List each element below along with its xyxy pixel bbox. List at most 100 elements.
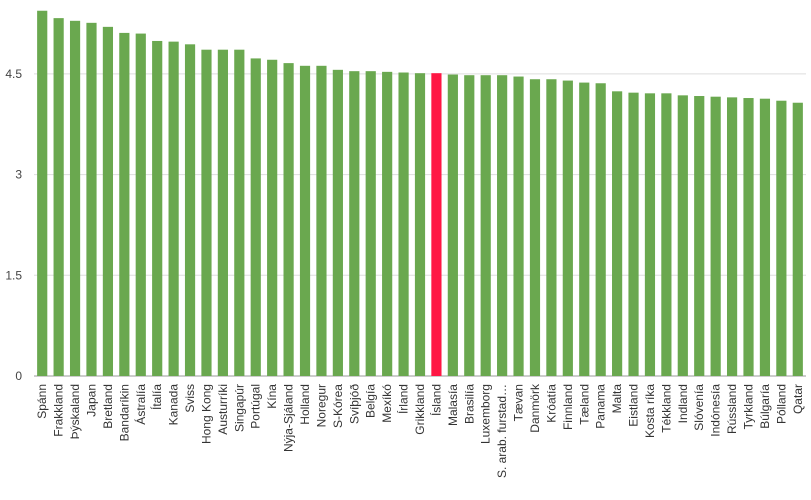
x-tick-label: Tékkland xyxy=(659,384,673,433)
x-tick-label: Nýja-Sjáland xyxy=(282,384,296,452)
x-tick-label: Singapúr xyxy=(232,384,246,432)
x-tick-label: Holland xyxy=(298,384,312,425)
x-tick-label: Sviss xyxy=(183,384,197,413)
bar xyxy=(661,93,672,376)
bar xyxy=(283,63,294,376)
bar xyxy=(546,79,557,376)
bar xyxy=(349,71,360,377)
bar xyxy=(776,100,787,376)
bar xyxy=(382,71,393,376)
bar xyxy=(53,18,64,376)
bar xyxy=(628,92,639,377)
y-tick-label: 0 xyxy=(15,369,22,383)
x-tick-label: Indland xyxy=(676,384,690,423)
y-tick-label: 4.5 xyxy=(5,67,22,81)
bar xyxy=(250,58,261,377)
bar xyxy=(710,96,721,376)
x-tick-label: Tæland xyxy=(577,384,591,425)
x-tick-label: Finnland xyxy=(561,384,575,430)
bar xyxy=(267,59,278,376)
bar xyxy=(743,98,754,377)
x-tick-label: Tyrkland xyxy=(742,384,756,429)
x-tick-label: Spánn xyxy=(35,384,49,419)
bar xyxy=(644,93,656,376)
x-tick-label: Brasilía xyxy=(462,384,476,424)
x-tick-label: Slóvenía xyxy=(692,384,706,431)
x-tick-label: Belgía xyxy=(364,384,378,418)
x-tick-label: Qatar xyxy=(791,384,805,414)
bar xyxy=(726,97,738,376)
y-tick-label: 3 xyxy=(15,168,22,182)
x-tick-label: Luxemborg xyxy=(479,384,493,444)
x-tick-label: Ástralía xyxy=(133,384,148,425)
x-tick-label: S-Kórea xyxy=(331,384,345,428)
bar xyxy=(217,49,228,376)
bar xyxy=(86,22,97,376)
bar xyxy=(119,32,130,377)
x-tick-label: Eistland xyxy=(627,384,641,427)
x-tick-label: Ísland xyxy=(428,384,443,416)
bar xyxy=(431,73,442,376)
bar xyxy=(562,80,573,377)
bar xyxy=(414,73,426,376)
bar xyxy=(299,65,311,377)
x-tick-label: Bretland xyxy=(101,384,115,429)
bar xyxy=(513,76,524,377)
bar xyxy=(595,83,606,376)
x-tick-label: Japan xyxy=(84,384,98,417)
x-tick-label: Þýskaland xyxy=(68,384,82,439)
x-tick-label: Malasía xyxy=(446,384,460,426)
bar xyxy=(677,95,688,376)
bar xyxy=(332,69,343,376)
x-tick-label: Rússland xyxy=(725,384,739,434)
bar xyxy=(102,26,114,376)
bar xyxy=(168,41,179,376)
x-tick-label: Panama xyxy=(594,384,608,429)
bar xyxy=(184,44,196,377)
x-tick-label: Indónesía xyxy=(709,384,723,437)
x-tick-label: Malta xyxy=(610,384,624,414)
bar xyxy=(579,82,590,376)
x-tick-label: Austurríki xyxy=(216,384,230,435)
x-tick-label: Kanada xyxy=(167,384,181,426)
bar xyxy=(447,74,458,377)
x-tick-label: Hong Kong xyxy=(199,384,213,444)
x-tick-label: Bandaríkin xyxy=(117,384,131,441)
x-tick-label: Búlgaría xyxy=(758,384,772,429)
x-tick-label: Króatía xyxy=(544,384,558,423)
x-tick-label: Danmörk xyxy=(528,383,542,433)
bar xyxy=(316,65,327,377)
bar xyxy=(201,49,212,376)
y-tick-label: 1.5 xyxy=(5,268,22,282)
bar xyxy=(69,20,81,377)
x-tick-label: Noregur xyxy=(314,384,328,427)
bar xyxy=(365,71,376,377)
bar xyxy=(612,91,623,377)
x-tick-label: Grikkland xyxy=(413,384,427,435)
x-tick-label: Mexíkó xyxy=(380,384,394,423)
x-tick-label: Portúgal xyxy=(249,384,263,429)
bar xyxy=(480,75,491,376)
x-tick-label: Írland xyxy=(396,384,411,414)
x-tick-label: Kosta ríka xyxy=(643,384,657,438)
bar xyxy=(152,40,163,376)
x-tick-label: Ítalía xyxy=(149,384,164,410)
x-tick-label: Svíþjóð xyxy=(347,384,361,424)
bar xyxy=(497,75,508,376)
x-tick-label: Pólland xyxy=(774,384,788,424)
bar xyxy=(529,79,541,376)
bar xyxy=(398,72,409,376)
bar xyxy=(135,33,146,376)
x-tick-label: Kína xyxy=(265,384,279,409)
bar xyxy=(694,96,705,376)
x-tick-label: Tævan xyxy=(512,384,526,421)
bar xyxy=(37,10,48,376)
bar xyxy=(759,98,771,376)
x-tick-label: S. arab. furstad… xyxy=(495,384,509,478)
bar xyxy=(464,75,475,376)
x-tick-label: Frakkland xyxy=(52,384,66,437)
bar xyxy=(234,49,245,376)
bar xyxy=(792,102,803,376)
